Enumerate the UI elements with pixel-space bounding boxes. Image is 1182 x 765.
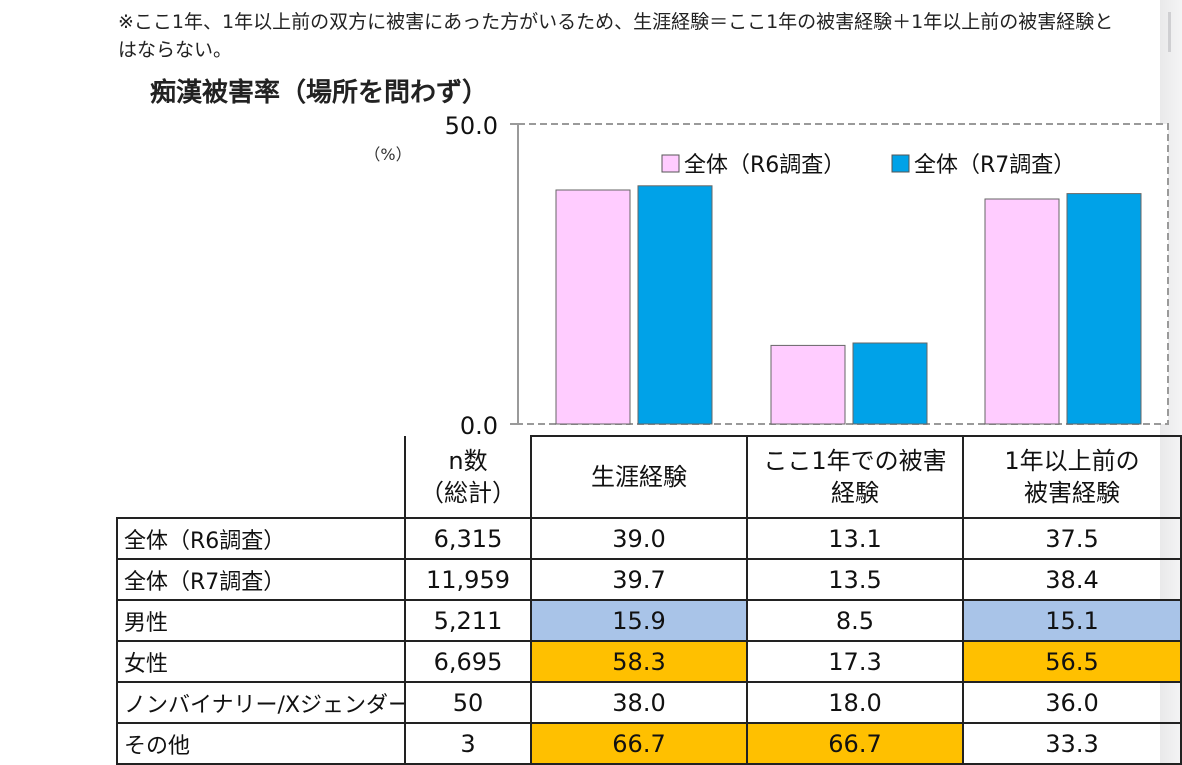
footnote: ※ここ1年、1年以上前の双方に被害にあった方がいるため、生涯経験＝ここ1年の被害… [118, 11, 1114, 61]
legend-swatch-r6 [661, 154, 680, 173]
header-corner [117, 436, 406, 519]
bar-chart: 50.0 0.0 （%） 全体（R6調査） 全体（R7調査） [364, 112, 1169, 440]
scroll-handle[interactable] [1168, 12, 1171, 52]
row-n: 50 [404, 681, 532, 724]
table-row: その他 3 66.7 66.7 33.3 [116, 722, 1182, 765]
table-row: 男性 5,211 15.9 8.5 15.1 [116, 599, 1182, 642]
bar-r7-0 [637, 185, 713, 425]
row-n: 11,959 [404, 558, 532, 601]
row-label: ノンバイナリー/Xジェンダー [116, 681, 406, 724]
row-label: その他 [116, 722, 406, 765]
row-value: 36.0 [962, 681, 1182, 724]
data-table: n数 （総計） 生涯経験 ここ1年での被害 経験 1年以上前の 被害経験 全体（R6調査） 6,… [116, 435, 1182, 765]
row-label: 全体（R6調査） [116, 517, 406, 560]
table-row: ノンバイナリー/Xジェンダー 50 38.0 18.0 36.0 [116, 681, 1182, 724]
y-tick-label-max: 50.0 [445, 112, 498, 140]
row-label: 全体（R7調査） [116, 558, 406, 601]
header-n: n数 （総計） [405, 436, 531, 519]
row-value: 18.0 [746, 681, 964, 724]
row-n: 3 [404, 722, 532, 765]
row-value: 66.7 [530, 722, 748, 765]
y-tick-label-min: 0.0 [460, 412, 498, 440]
legend: 全体（R6調査） 全体（R7調査） [661, 153, 1075, 178]
row-value: 13.5 [746, 558, 964, 601]
row-label: 男性 [116, 599, 406, 642]
bar-r7-1 [852, 342, 928, 425]
row-value: 8.5 [746, 599, 964, 642]
row-label: 女性 [116, 640, 406, 683]
table-header-row: n数 （総計） 生涯経験 ここ1年での被害 経験 1年以上前の 被害経験 [117, 435, 1182, 519]
row-value: 66.7 [746, 722, 964, 765]
header-col-2: 1年以上前の 被害経験 [962, 435, 1182, 519]
row-n: 5,211 [404, 599, 532, 642]
bar-r7-2 [1066, 193, 1142, 425]
row-value: 17.3 [746, 640, 964, 683]
bar-r6-0 [555, 189, 631, 425]
row-value: 33.3 [962, 722, 1182, 765]
row-value: 56.5 [962, 640, 1182, 683]
legend-label-r7: 全体（R7調査） [914, 153, 1075, 178]
row-value: 38.0 [530, 681, 748, 724]
row-value: 15.9 [530, 599, 748, 642]
row-value: 39.7 [530, 558, 748, 601]
bars-group [555, 185, 1142, 425]
row-value: 39.0 [530, 517, 748, 560]
header-col-0: 生涯経験 [530, 435, 748, 519]
bar-r6-1 [770, 344, 846, 425]
row-value: 15.1 [962, 599, 1182, 642]
row-n: 6,315 [404, 517, 532, 560]
legend-label-r6: 全体（R6調査） [684, 153, 845, 178]
row-value: 37.5 [962, 517, 1182, 560]
row-value: 13.1 [746, 517, 964, 560]
row-value: 38.4 [962, 558, 1182, 601]
table-row: 女性 6,695 58.3 17.3 56.5 [116, 640, 1182, 683]
table-row: 全体（R7調査） 11,959 39.7 13.5 38.4 [116, 558, 1182, 601]
legend-swatch-r7 [891, 154, 910, 173]
row-value: 58.3 [530, 640, 748, 683]
y-unit-label: （%） [364, 145, 411, 164]
header-col-1: ここ1年での被害 経験 [746, 435, 964, 519]
chart-title: 痴漢被害率（場所を問わず） [150, 78, 489, 108]
table-row: 全体（R6調査） 6,315 39.0 13.1 37.5 [116, 517, 1182, 560]
row-n: 6,695 [404, 640, 532, 683]
bar-r6-2 [984, 198, 1060, 425]
